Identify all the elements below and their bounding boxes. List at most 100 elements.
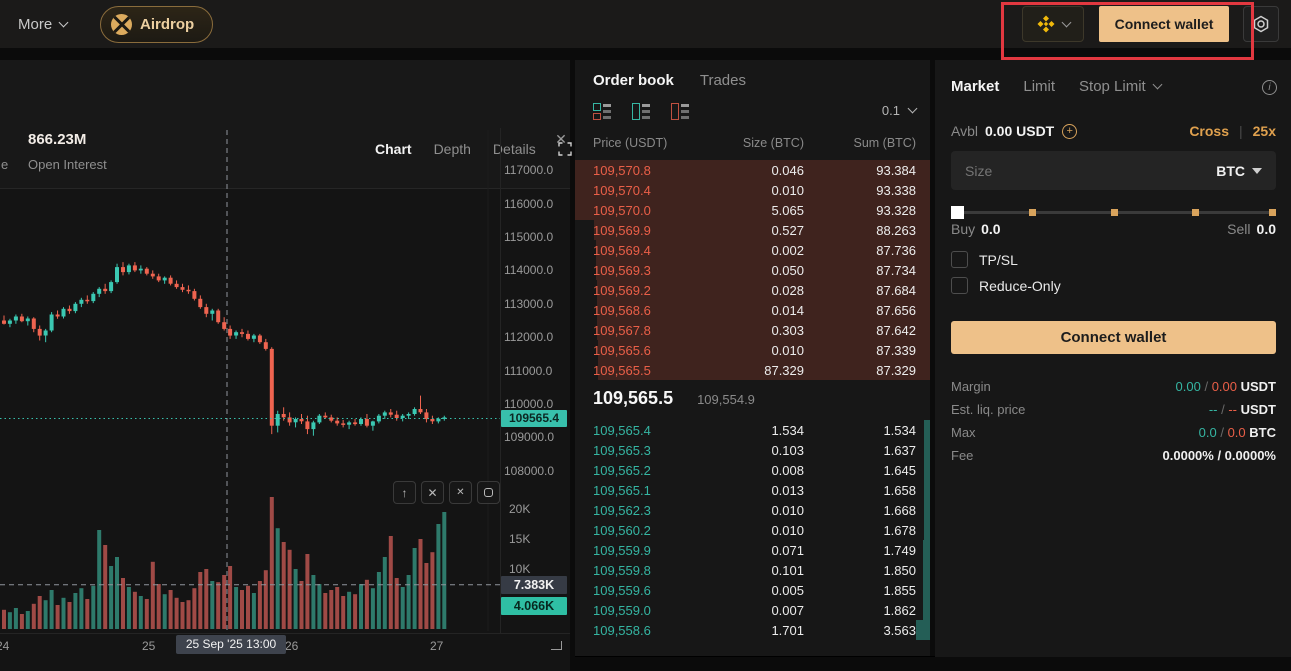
network-selector[interactable] — [1022, 6, 1084, 42]
reduce-only-checkbox[interactable] — [951, 277, 968, 294]
volume-bar — [424, 563, 429, 629]
move-pane-up-button[interactable]: ↑ — [393, 481, 416, 504]
tab-stop-limit[interactable]: Stop Limit — [1079, 78, 1163, 95]
ask-depth-bar — [596, 260, 930, 280]
ask-row[interactable]: 109,570.4 0.010 93.338 — [575, 180, 930, 200]
candle-body — [436, 418, 441, 422]
leverage-button[interactable]: 25x — [1252, 123, 1276, 139]
tab-order-book[interactable]: Order book — [593, 72, 674, 89]
ask-row[interactable]: 109,569.3 0.050 87.734 — [575, 260, 930, 280]
candle-body — [382, 412, 387, 416]
info-icon[interactable]: i — [1262, 80, 1277, 95]
ask-row[interactable]: 109,569.2 0.028 87.684 — [575, 280, 930, 300]
connect-wallet-button[interactable]: Connect wallet — [951, 321, 1276, 354]
volume-bar — [156, 584, 161, 629]
avbl-label: Avbl — [951, 123, 978, 139]
volume-bar — [394, 578, 399, 629]
slider-step-100[interactable] — [1269, 209, 1276, 216]
sum-cell: 1.678 — [883, 522, 916, 538]
book-view-asks-icon[interactable] — [671, 103, 689, 120]
volume-bar — [67, 602, 72, 629]
ask-row[interactable]: 109,569.9 0.527 88.263 — [575, 220, 930, 240]
close-pane-button[interactable]: ✕ — [421, 481, 444, 504]
precision-dropdown[interactable]: 0.1 — [860, 103, 918, 118]
ask-row[interactable]: 109,565.6 0.010 87.339 — [575, 340, 930, 360]
bid-row[interactable]: 109,559.0 0.007 1.862 — [575, 600, 930, 620]
airdrop-button[interactable]: Airdrop — [100, 6, 214, 43]
slider-handle[interactable] — [951, 206, 964, 219]
book-view-bids-icon[interactable] — [632, 103, 650, 120]
tab-market[interactable]: Market — [951, 78, 1000, 95]
axis-reset-icon[interactable] — [551, 641, 562, 650]
ask-depth-bar — [575, 160, 930, 180]
price-chart[interactable] — [0, 128, 500, 633]
tab-depth[interactable]: Depth — [433, 141, 471, 157]
candle-body — [388, 412, 393, 415]
ask-row[interactable]: 109,568.6 0.014 87.656 — [575, 300, 930, 320]
candle-body — [335, 420, 340, 424]
col-size: Size (BTC) — [742, 136, 804, 150]
volume-bar — [257, 581, 262, 629]
transfer-icon[interactable]: + — [1062, 123, 1078, 139]
sum-cell: 1.862 — [883, 602, 916, 618]
tab-details[interactable]: Details — [492, 141, 536, 157]
volume-bar — [19, 614, 24, 629]
slider-step-75[interactable] — [1191, 209, 1199, 216]
size-cell: 0.010 — [771, 502, 804, 518]
volume-bar — [442, 512, 447, 629]
size-cell: 0.101 — [771, 562, 804, 578]
reduce-only-checkbox-row[interactable]: Reduce-Only — [951, 277, 1061, 294]
margin-mode-button[interactable]: Cross — [1189, 123, 1229, 139]
tab-chart[interactable]: Chart — [375, 141, 412, 157]
bid-row[interactable]: 109,558.6 1.701 3.563 — [575, 620, 930, 640]
tpsl-checkbox[interactable] — [951, 251, 968, 268]
tpsl-checkbox-row[interactable]: TP/SL — [951, 251, 1018, 268]
bid-row[interactable]: 109,565.4 1.534 1.534 — [575, 420, 930, 440]
sum-cell: 1.850 — [883, 562, 916, 578]
candle-body — [43, 330, 48, 336]
bid-depth-bar — [924, 420, 930, 440]
more-menu[interactable]: More — [18, 0, 69, 48]
slider-step-25[interactable] — [1029, 209, 1037, 216]
maximize-pane-button[interactable] — [477, 481, 500, 504]
fullscreen-icon[interactable] — [558, 142, 572, 156]
tab-limit[interactable]: Limit — [1023, 78, 1056, 95]
size-cell: 0.005 — [771, 582, 804, 598]
col-price: Price (USDT) — [593, 136, 668, 150]
ask-row[interactable]: 109,570.8 0.046 93.384 — [575, 160, 930, 180]
ask-row[interactable]: 109,570.0 5.065 93.328 — [575, 200, 930, 220]
slider-step-50[interactable] — [1110, 209, 1118, 216]
connect-wallet-button[interactable]: Connect wallet — [1099, 6, 1229, 42]
reduce-only-label: Reduce-Only — [979, 277, 1061, 294]
bid-row[interactable]: 109,565.3 0.103 1.637 — [575, 440, 930, 460]
close-icon[interactable]: ✕ — [555, 131, 567, 147]
book-view-both-icon[interactable] — [593, 103, 611, 120]
ask-row[interactable]: 109,569.4 0.002 87.736 — [575, 240, 930, 260]
bid-row[interactable]: 109,559.8 0.101 1.850 — [575, 560, 930, 580]
sum-cell: 93.328 — [876, 202, 916, 218]
open-interest-label: Open Interest — [28, 157, 107, 172]
price-axis-tick: 115000.0 — [504, 230, 554, 244]
candle-body — [79, 299, 84, 304]
sum-cell: 1.534 — [883, 422, 916, 438]
volume-bar — [13, 608, 18, 629]
size-cell: 0.527 — [771, 222, 804, 238]
tab-trades[interactable]: Trades — [699, 72, 746, 89]
size-input[interactable] — [965, 162, 1217, 179]
bid-row[interactable]: 109,559.6 0.005 1.855 — [575, 580, 930, 600]
candle-body — [37, 328, 42, 336]
chevron-down-icon — [1061, 17, 1072, 27]
bid-row[interactable]: 109,565.2 0.008 1.645 — [575, 460, 930, 480]
ask-row[interactable]: 109,567.8 0.303 87.642 — [575, 320, 930, 340]
size-unit-dropdown[interactable]: BTC — [1216, 163, 1262, 179]
candle-body — [246, 333, 250, 339]
bid-row[interactable]: 109,559.9 0.071 1.749 — [575, 540, 930, 560]
settings-button[interactable] — [1243, 6, 1279, 42]
bid-row[interactable]: 109,565.1 0.013 1.658 — [575, 480, 930, 500]
price-axis-tick: 117000.0 — [504, 163, 554, 178]
bid-row[interactable]: 109,560.2 0.010 1.678 — [575, 520, 930, 540]
close-indicator-button[interactable]: ✕ — [449, 481, 472, 504]
ask-row[interactable]: 109,565.5 87.329 87.329 — [575, 360, 930, 380]
size-slider[interactable] — [951, 205, 1276, 219]
bid-row[interactable]: 109,562.3 0.010 1.668 — [575, 500, 930, 520]
